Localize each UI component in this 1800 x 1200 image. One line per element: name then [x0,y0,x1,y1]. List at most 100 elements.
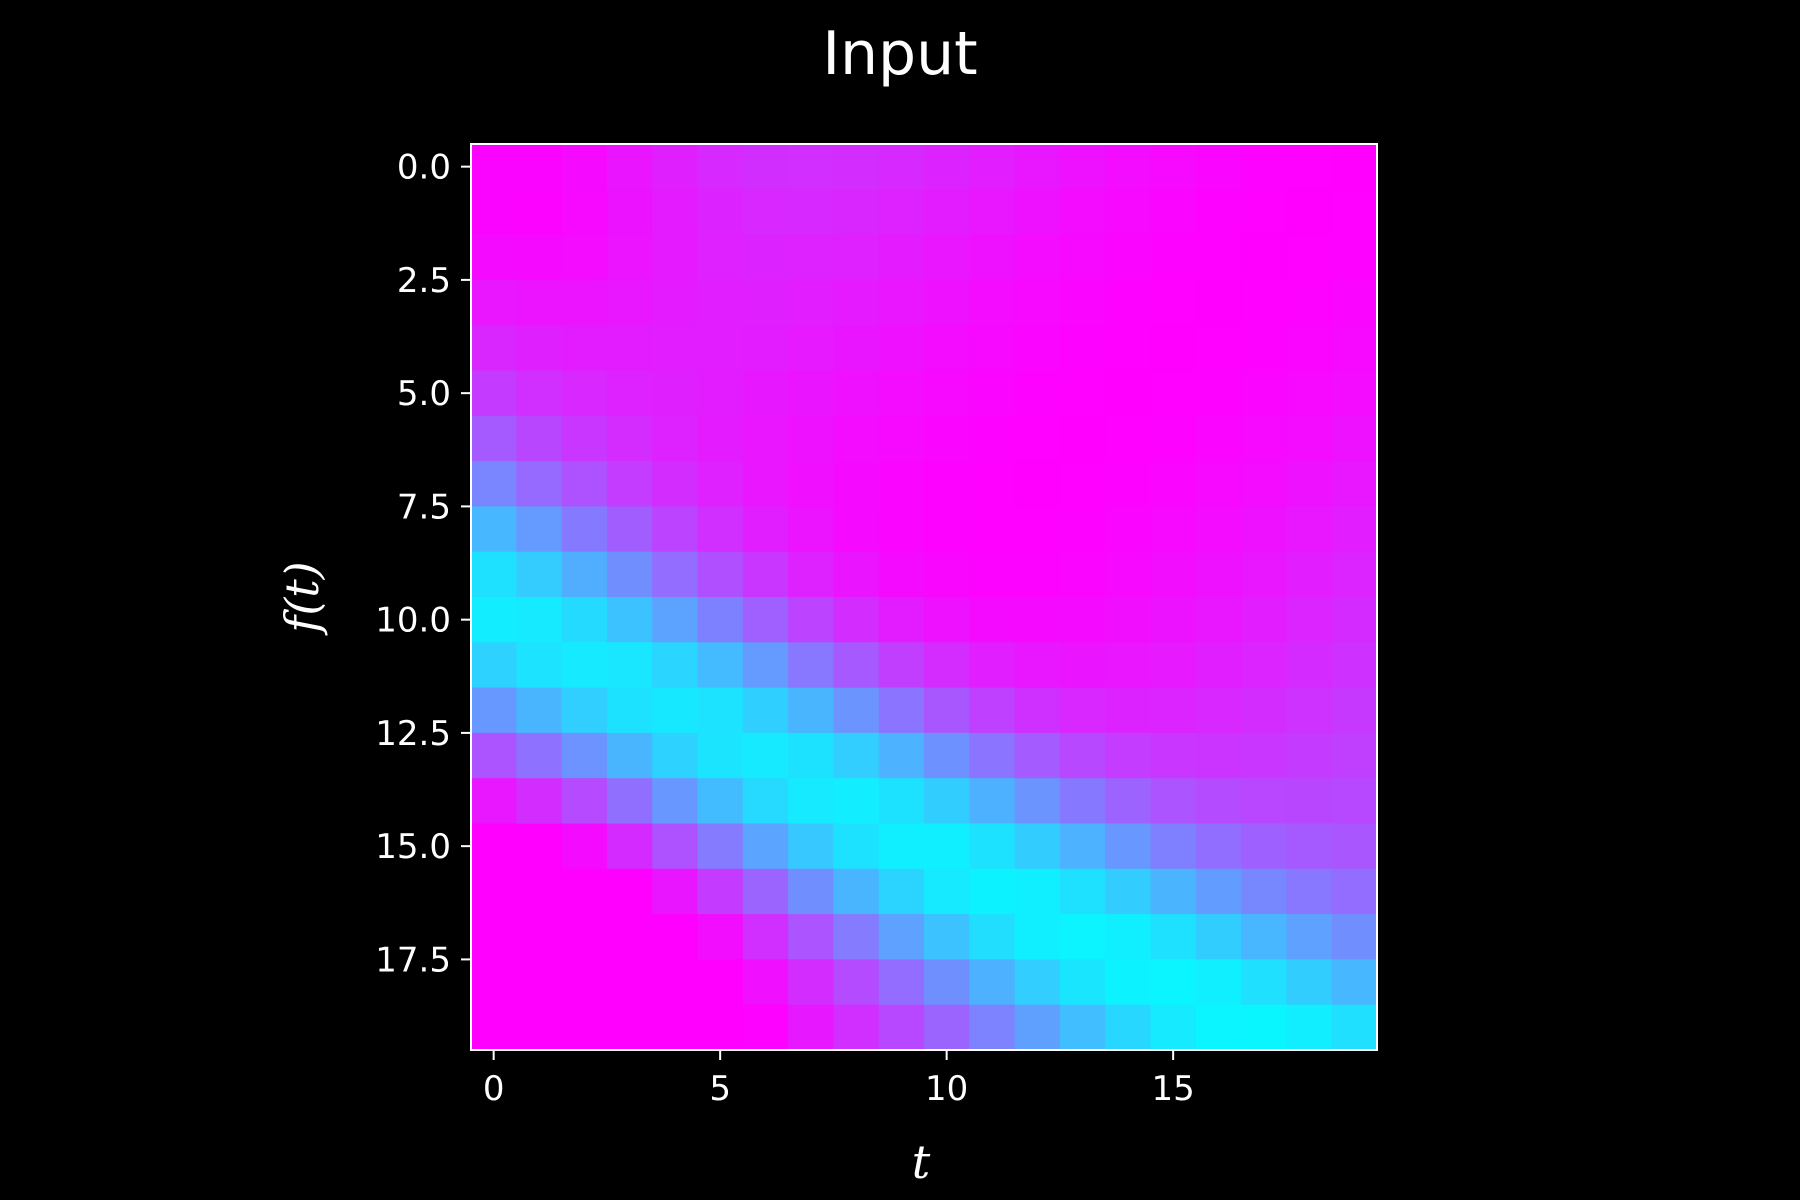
heatmap-cell [924,778,970,825]
heatmap-cell [1059,325,1106,372]
heatmap-cell [471,823,517,870]
heatmap-cell [833,370,880,417]
heatmap-cell [516,914,563,960]
x-axis-label: t [912,1135,931,1189]
heatmap-cell [471,778,517,825]
heatmap-cell [1195,959,1242,1006]
heatmap-cell [878,506,925,553]
heatmap-cell [1059,506,1106,553]
heatmap-cell [742,189,789,236]
heatmap-cell [788,687,834,734]
heatmap-cell [1241,642,1287,689]
heatmap-cell [742,778,789,825]
heatmap-cell [652,144,699,190]
heatmap-cell [1014,415,1061,462]
heatmap-cell [1241,597,1287,643]
heatmap-cell [969,325,1016,372]
heatmap-cell [1331,144,1378,190]
heatmap-cell [1105,732,1152,779]
heatmap-cell [924,279,970,326]
heatmap-cell [1241,551,1287,598]
x-tick-label: 5 [709,1069,731,1109]
heatmap-cell [652,234,699,281]
heatmap-cell [878,823,925,870]
heatmap-cell [1105,144,1152,190]
heatmap-cell [1195,415,1242,462]
heatmap-cell [742,551,789,598]
heatmap-cell [833,551,880,598]
heatmap-cell [833,279,880,326]
heatmap-cell [878,778,925,825]
heatmap-cell [1150,687,1197,734]
heatmap-cell [1150,551,1197,598]
heatmap-cell [1331,370,1378,417]
heatmap-cell [1195,506,1242,553]
heatmap-cell [652,370,699,417]
heatmap-cell [878,461,925,507]
heatmap-cell [969,370,1016,417]
heatmap-cell [742,1004,789,1051]
heatmap-cell [1014,370,1061,417]
heatmap-cell [1105,642,1152,689]
heatmap-cell [969,234,1016,281]
heatmap-cell [471,914,517,960]
heatmap-cell [561,279,608,326]
heatmap-cell [652,279,699,326]
heatmap-cell [1014,325,1061,372]
heatmap-cell [1059,415,1106,462]
heatmap-cell [1059,914,1106,960]
heatmap-cell [1286,1004,1333,1051]
heatmap-cell [1195,823,1242,870]
heatmap-cell [652,868,699,915]
heatmap-cell [697,506,744,553]
heatmap-cell [1059,868,1106,915]
heatmap-cell [606,778,653,825]
heatmap-cell [1105,189,1152,236]
heatmap-cell [742,914,789,960]
heatmap-cell [606,506,653,553]
heatmap-cell [516,732,563,779]
heatmap-cell [1195,732,1242,779]
heatmap-cell [1059,189,1106,236]
heatmap-cell [1195,234,1242,281]
heatmap-cell [833,415,880,462]
heatmap-cell [1059,642,1106,689]
heatmap-cell [969,687,1016,734]
heatmap-cell [1286,959,1333,1006]
heatmap-cell [742,461,789,507]
heatmap-cell [561,325,608,372]
heatmap-cell [924,914,970,960]
heatmap-cell [561,597,608,643]
heatmap-cell [1331,959,1378,1006]
heatmap-cell [561,732,608,779]
heatmap-cell [788,642,834,689]
heatmap-cell [1150,144,1197,190]
heatmap-cell [606,144,653,190]
heatmap-cell [1286,415,1333,462]
heatmap-cell [606,189,653,236]
heatmap-cell [788,914,834,960]
heatmap-cell [1331,279,1378,326]
heatmap-cell [1286,732,1333,779]
heatmap-cell [471,732,517,779]
heatmap-cell [606,234,653,281]
heatmap-cell [516,234,563,281]
heatmap-cell [606,959,653,1006]
heatmap-cell [788,1004,834,1051]
x-tick-label: 15 [1152,1069,1195,1109]
heatmap-cell [1241,415,1287,462]
heatmap-cell [606,325,653,372]
heatmap-cell [606,551,653,598]
heatmap-cell [516,415,563,462]
heatmap-cell [1286,325,1333,372]
heatmap-cell [1150,461,1197,507]
heatmap-cell [833,732,880,779]
heatmap-cell [924,415,970,462]
heatmap-cell [833,1004,880,1051]
heatmap-cell [652,597,699,643]
heatmap-cell [1014,279,1061,326]
heatmap-cell [1331,189,1378,236]
heatmap-cell [1286,279,1333,326]
heatmap-cell [1150,415,1197,462]
heatmap-cell [697,959,744,1006]
